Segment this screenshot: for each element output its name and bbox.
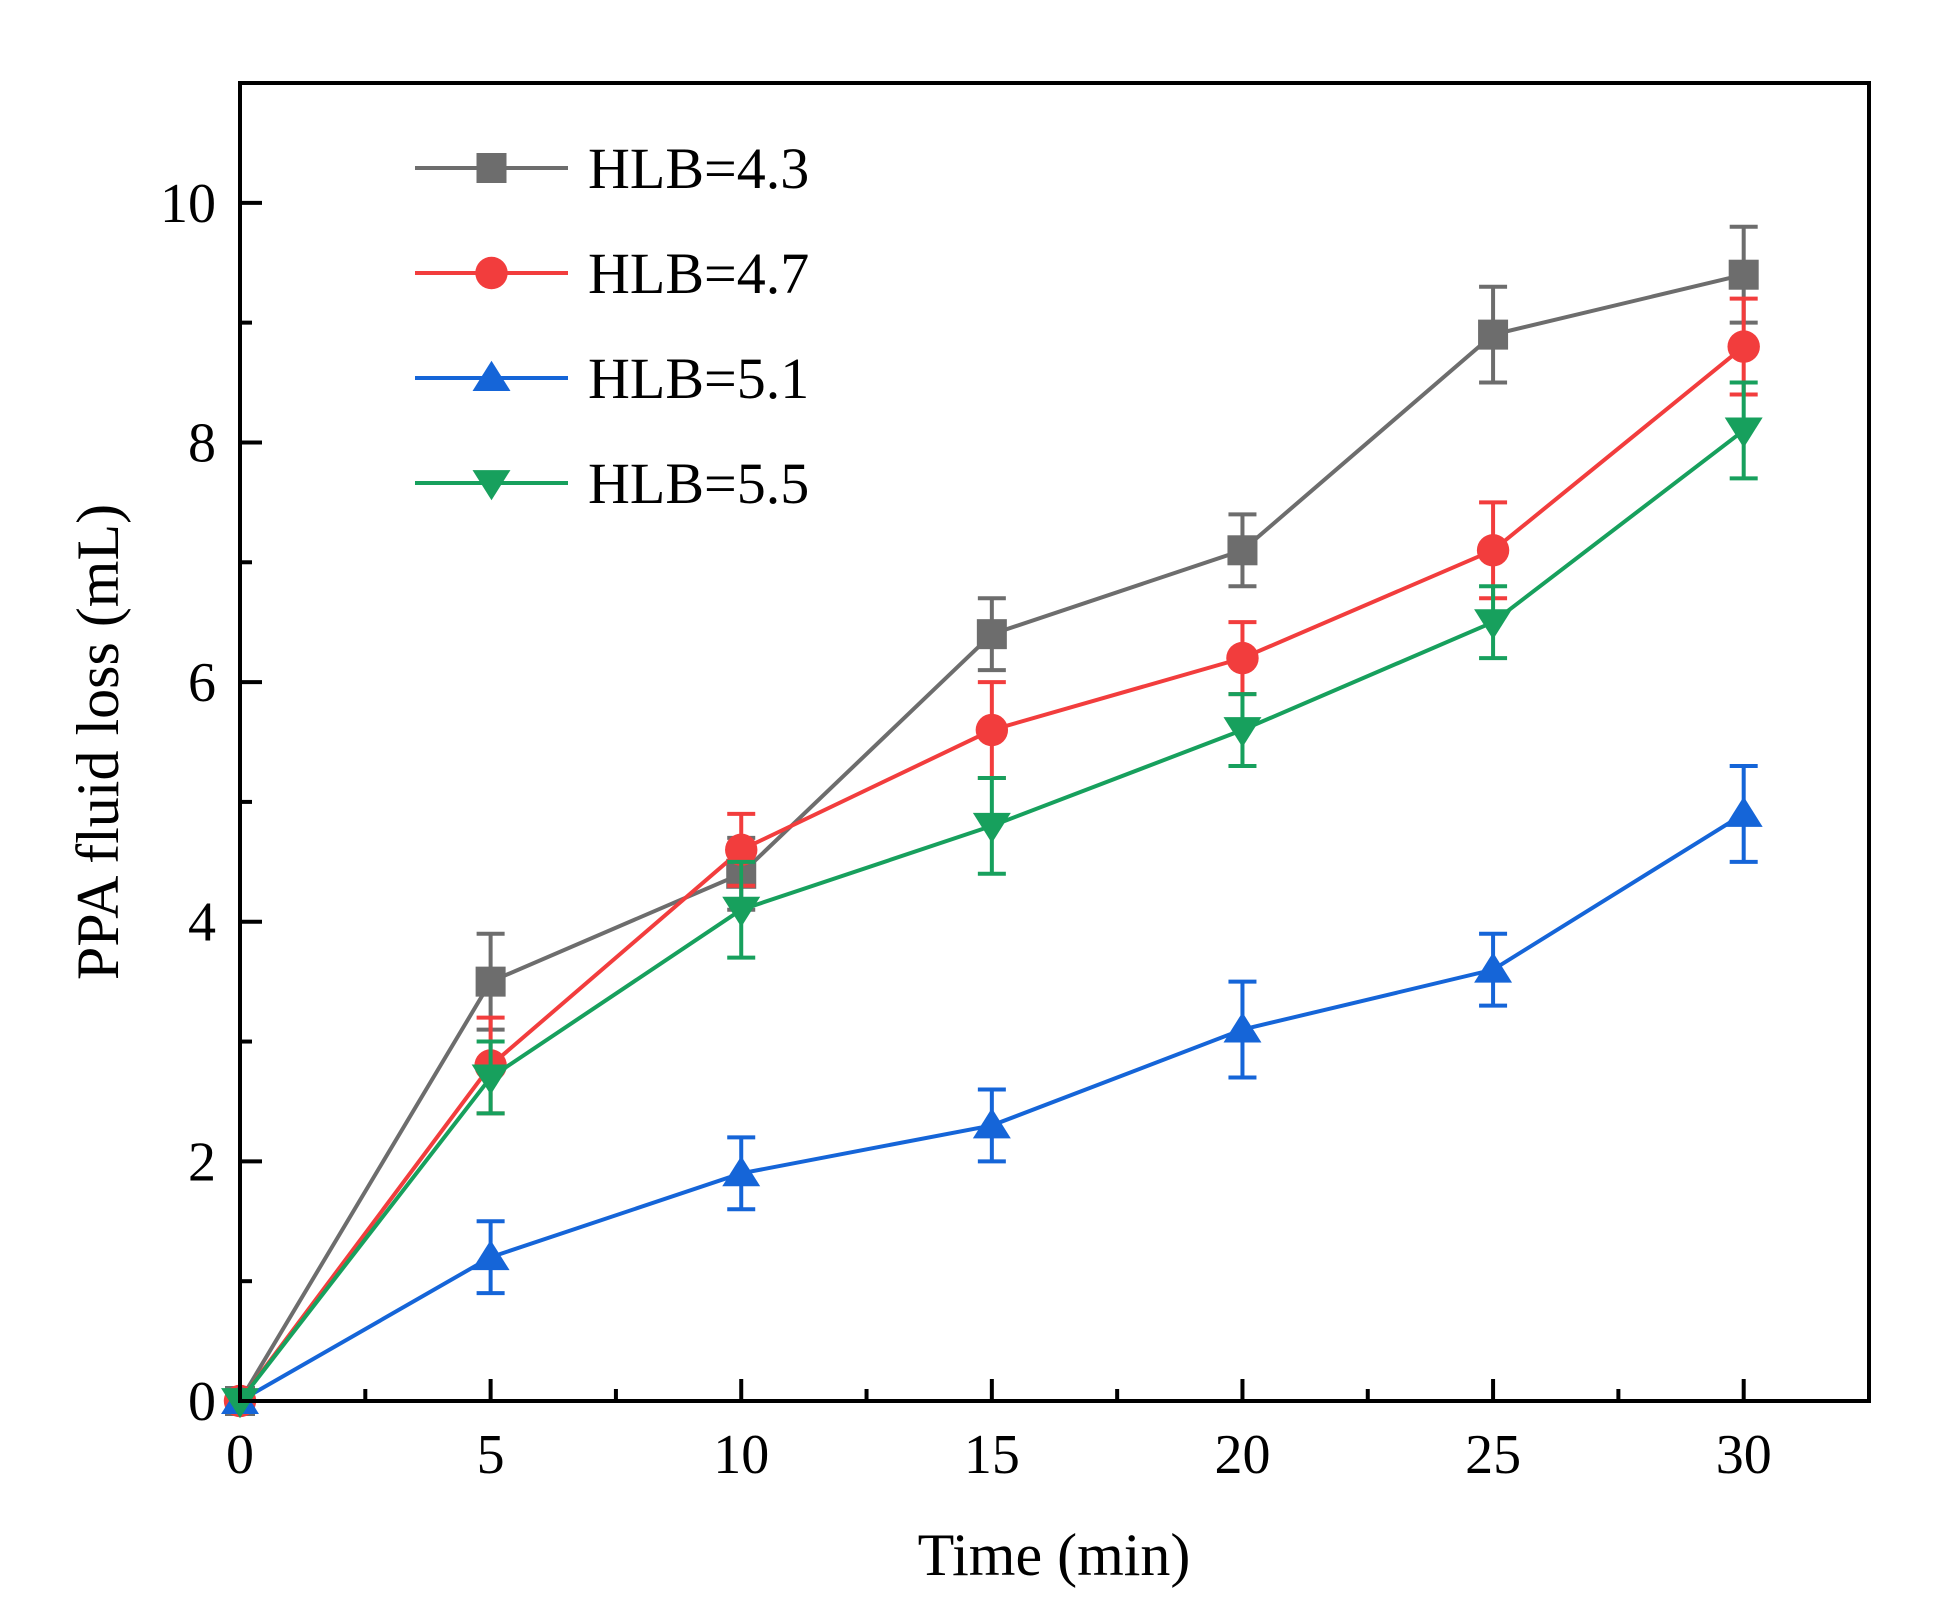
data-point bbox=[1226, 641, 1259, 675]
data-point bbox=[1724, 417, 1763, 448]
legend-label: HLB=5.5 bbox=[588, 451, 809, 516]
series-1 bbox=[225, 224, 1759, 1416]
data-point bbox=[976, 619, 1007, 650]
series-3 bbox=[221, 763, 1763, 1414]
data-point bbox=[1474, 609, 1513, 640]
data-point bbox=[471, 1064, 510, 1095]
data-point bbox=[475, 966, 506, 997]
data-point bbox=[1724, 796, 1763, 827]
legend-swatch-marker bbox=[472, 470, 511, 501]
y-axis-title: PPA fluid loss (mL) bbox=[65, 504, 131, 980]
data-point bbox=[722, 896, 761, 927]
series-line bbox=[238, 428, 1745, 1403]
x-axis-title: Time (min) bbox=[918, 1522, 1191, 1588]
legend-swatch-marker bbox=[475, 256, 508, 290]
data-point bbox=[725, 833, 758, 867]
data-point bbox=[975, 713, 1009, 747]
legend-item-4: HLB=5.5 bbox=[415, 451, 809, 516]
legend-item-2: HLB=4.7 bbox=[415, 241, 809, 306]
y-tick-label-6: 6 bbox=[188, 652, 216, 714]
series-layer bbox=[221, 224, 1763, 1419]
legend-item-3: HLB=5.1 bbox=[415, 346, 809, 411]
data-point bbox=[1227, 535, 1258, 566]
x-tick-label-10: 10 bbox=[713, 1424, 769, 1486]
data-point bbox=[221, 1388, 259, 1419]
legend-swatch-marker bbox=[472, 360, 511, 391]
axis-layer: 0 5 10 15 20 25 30 0 2 4 6 8 10 bbox=[160, 173, 1772, 1486]
x-tick-label-20: 20 bbox=[1214, 1424, 1270, 1486]
data-point bbox=[1727, 330, 1760, 363]
data-point bbox=[1474, 952, 1513, 983]
data-point bbox=[972, 812, 1011, 844]
y-tick-label-4: 4 bbox=[188, 892, 216, 954]
series-4 bbox=[221, 380, 1763, 1419]
x-tick-label-0: 0 bbox=[226, 1424, 254, 1486]
data-point bbox=[722, 1156, 761, 1187]
data-point bbox=[1476, 534, 1510, 567]
legend-label: HLB=5.1 bbox=[588, 346, 809, 411]
legend: HLB=4.3 HLB=4.7 HLB=5.1 HLB=5.5 bbox=[415, 136, 809, 516]
data-point bbox=[1478, 319, 1509, 350]
data-point bbox=[471, 1239, 510, 1271]
y-tick-label-0: 0 bbox=[188, 1371, 216, 1433]
x-tick-label-15: 15 bbox=[964, 1424, 1020, 1486]
x-tick-label-5: 5 bbox=[477, 1424, 505, 1486]
data-point bbox=[1728, 259, 1759, 290]
y-tick-label-8: 8 bbox=[188, 412, 216, 474]
legend-item-1: HLB=4.3 bbox=[415, 136, 809, 201]
data-point bbox=[972, 1108, 1011, 1139]
x-tick-label-30: 30 bbox=[1716, 1424, 1772, 1486]
legend-label: HLB=4.7 bbox=[588, 241, 809, 306]
legend-swatch-marker bbox=[476, 153, 507, 183]
x-tick-label-25: 25 bbox=[1465, 1424, 1521, 1486]
data-point bbox=[1223, 717, 1262, 748]
y-tick-label-10: 10 bbox=[160, 173, 216, 235]
legend-label: HLB=4.3 bbox=[588, 136, 809, 201]
data-point bbox=[1223, 1012, 1262, 1043]
plot-frame bbox=[238, 81, 1871, 1403]
y-tick-label-2: 2 bbox=[188, 1131, 216, 1193]
